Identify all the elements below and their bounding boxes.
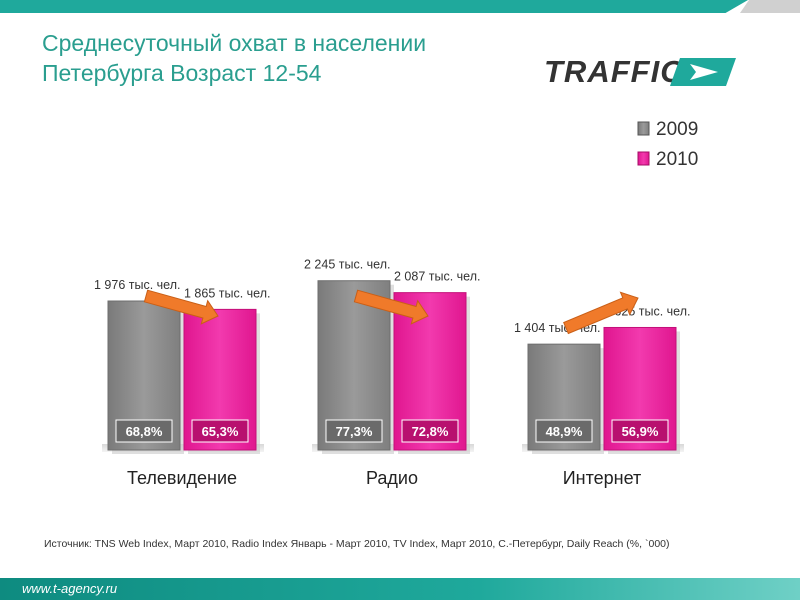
footer-url[interactable]: www.t-agency.ru <box>22 581 118 596</box>
category-label: Телевидение <box>127 468 237 488</box>
title-line-1: Среднесуточный охват в населении <box>42 30 427 56</box>
trend-up-arrow-icon <box>563 291 639 335</box>
reach-bar-chart: 1 976 тыс. чел. 68,8% 1 865 тыс. чел. 65,3%… <box>94 119 698 488</box>
trend-down-arrow-icon <box>143 289 219 325</box>
legend: 2009 2010 <box>637 119 698 170</box>
percent-box <box>611 419 669 443</box>
legend-label-2009: 2009 <box>656 119 698 140</box>
legend-swatch-2010 <box>637 151 650 166</box>
category-label: Интернет <box>563 468 642 488</box>
percent-label: 65,3% <box>202 424 239 439</box>
top-band-grey <box>740 0 800 13</box>
traffic-logo: TRAFFIC <box>544 54 736 89</box>
logo-arrow-inner-icon <box>690 64 718 80</box>
percent-box <box>401 419 459 443</box>
legend-label-2010: 2010 <box>656 149 698 170</box>
slide-title: Среднесуточный охват в населении Петербу… <box>42 28 522 88</box>
value-label: 2 245 тыс. чел. <box>304 258 390 272</box>
trend-down-arrow-icon <box>353 289 429 325</box>
footer-bar: www.t-agency.ru <box>0 578 800 600</box>
percent-box <box>325 419 383 443</box>
percent-box <box>191 419 249 443</box>
percent-box <box>535 419 593 443</box>
legend-swatch-2009 <box>637 121 650 136</box>
source-note: Источник: TNS Web Index, Март 2010, Radi… <box>44 538 670 550</box>
value-label: 1 865 тыс. чел. <box>184 286 270 300</box>
category-label: Радио <box>366 468 418 488</box>
bar-group-2: 2 245 тыс. чел. 77,3% 2 087 тыс. чел. 72,8%… <box>304 258 480 488</box>
percent-label: 77,3% <box>336 424 373 439</box>
value-label: 2 087 тыс. чел. <box>394 270 480 284</box>
top-band-teal <box>0 0 748 13</box>
logo-text: TRAFFIC <box>544 54 684 89</box>
bar-group-1: 1 976 тыс. чел. 68,8% 1 865 тыс. чел. 65,3%… <box>94 278 270 488</box>
top-band <box>0 0 800 16</box>
percent-box <box>115 419 173 443</box>
title-line-2: Петербурга Возраст 12-54 <box>42 60 322 86</box>
value-label: 1 976 тыс. чел. <box>94 278 180 292</box>
bar-group-3: 1 404 тыс. чел.48,9%1 625 тыс. чел.56,9%… <box>514 291 690 488</box>
percent-label: 68,8% <box>126 424 163 439</box>
percent-label: 72,8% <box>412 424 449 439</box>
percent-label: 48,9% <box>546 424 583 439</box>
percent-label: 56,9% <box>622 424 659 439</box>
